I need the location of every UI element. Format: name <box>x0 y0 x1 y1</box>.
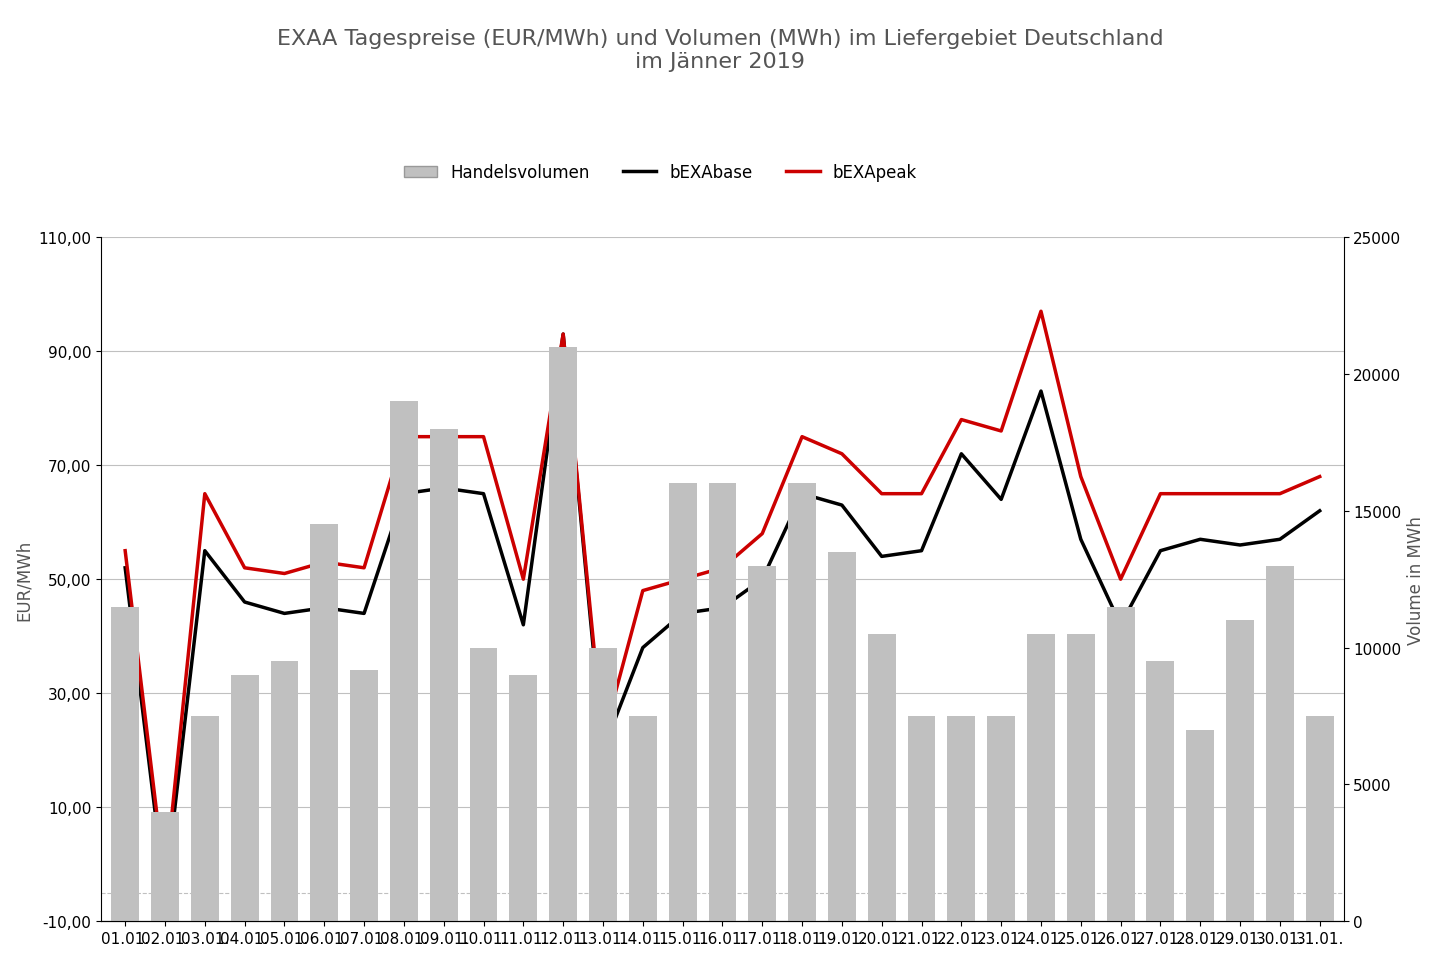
Bar <box>390 402 418 922</box>
Legend: Handelsvolumen, bEXAbase, bEXApeak: Handelsvolumen, bEXAbase, bEXApeak <box>397 158 923 188</box>
Bar <box>749 566 776 922</box>
Bar <box>549 347 577 922</box>
Bar <box>1146 661 1175 922</box>
Bar <box>1107 607 1135 922</box>
Bar <box>311 525 338 922</box>
Bar <box>1225 621 1254 922</box>
Bar <box>589 648 616 922</box>
Bar <box>469 648 497 922</box>
Bar <box>192 716 219 922</box>
Text: EXAA Tagespreise (EUR/MWh) und Volumen (MWh) im Liefergebiet Deutschland
im Jänn: EXAA Tagespreise (EUR/MWh) und Volumen (… <box>276 29 1164 72</box>
Bar <box>948 716 975 922</box>
Bar <box>111 607 140 922</box>
Bar <box>828 553 855 922</box>
Bar <box>1306 716 1333 922</box>
Y-axis label: Volume in MWh: Volume in MWh <box>1407 515 1426 644</box>
Bar <box>230 676 259 922</box>
Bar <box>1266 566 1293 922</box>
Bar <box>907 716 936 922</box>
Bar <box>868 634 896 922</box>
Bar <box>788 484 816 922</box>
Bar <box>271 661 298 922</box>
Y-axis label: EUR/MWh: EUR/MWh <box>14 539 33 620</box>
Bar <box>429 430 458 922</box>
Bar <box>629 716 657 922</box>
Bar <box>510 676 537 922</box>
Bar <box>1067 634 1094 922</box>
Bar <box>350 670 379 922</box>
Bar <box>1187 730 1214 922</box>
Bar <box>988 716 1015 922</box>
Bar <box>668 484 697 922</box>
Bar <box>151 812 179 922</box>
Bar <box>1027 634 1056 922</box>
Bar <box>708 484 736 922</box>
